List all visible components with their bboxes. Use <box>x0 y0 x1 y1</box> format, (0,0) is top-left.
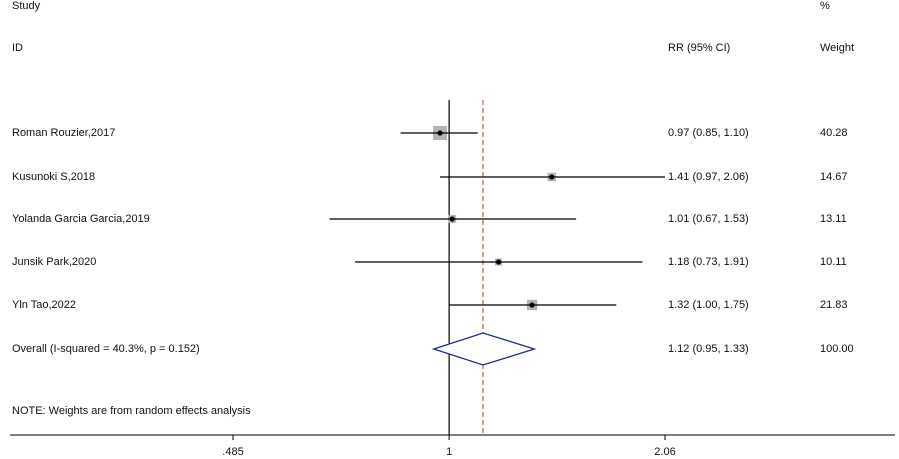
header-effect: RR (95% CI) <box>668 42 730 54</box>
point-estimate <box>449 216 455 222</box>
effect-label: 1.01 (0.67, 1.53) <box>668 213 749 225</box>
overall-effect-label: 1.12 (0.95, 1.33) <box>668 343 749 355</box>
study-label: Kusunoki S,2018 <box>12 171 95 183</box>
header-study: Study <box>12 0 41 12</box>
effect-label: 1.18 (0.73, 1.91) <box>668 256 749 268</box>
overall-diamond <box>431 332 537 366</box>
effect-label: 1.41 (0.97, 2.06) <box>668 171 749 183</box>
point-estimate <box>437 130 443 136</box>
x-tick-label: 2.06 <box>654 446 675 458</box>
header-weight: Weight <box>820 42 854 54</box>
overall-weight-label: 100.00 <box>820 343 854 355</box>
weight-label: 14.67 <box>820 171 848 183</box>
weight-label: 40.28 <box>820 127 848 139</box>
point-estimate <box>529 302 535 308</box>
x-tick-label: .485 <box>222 446 243 458</box>
header-id: ID <box>12 42 23 54</box>
overall-label: Overall (I-squared = 40.3%, p = 0.152) <box>12 343 200 355</box>
point-estimate <box>549 174 555 180</box>
study-label: Junsik Park,2020 <box>12 256 96 268</box>
study-label: Roman Rouzier,2017 <box>12 127 115 139</box>
weight-label: 10.11 <box>820 256 847 268</box>
study-label: Yln Tao,2022 <box>12 299 76 311</box>
study-label: Yolanda Garcia Garcia,2019 <box>12 213 150 225</box>
effect-label: 0.97 (0.85, 1.10) <box>668 127 749 139</box>
point-estimate <box>495 259 502 265</box>
effect-label: 1.32 (1.00, 1.75) <box>668 299 749 311</box>
note: NOTE: Weights are from random effects an… <box>12 405 251 417</box>
weight-label: 21.83 <box>820 299 848 311</box>
header-pct: % <box>820 0 830 12</box>
weight-label: 13.11 <box>820 213 847 225</box>
x-tick-label: 1 <box>446 446 452 458</box>
